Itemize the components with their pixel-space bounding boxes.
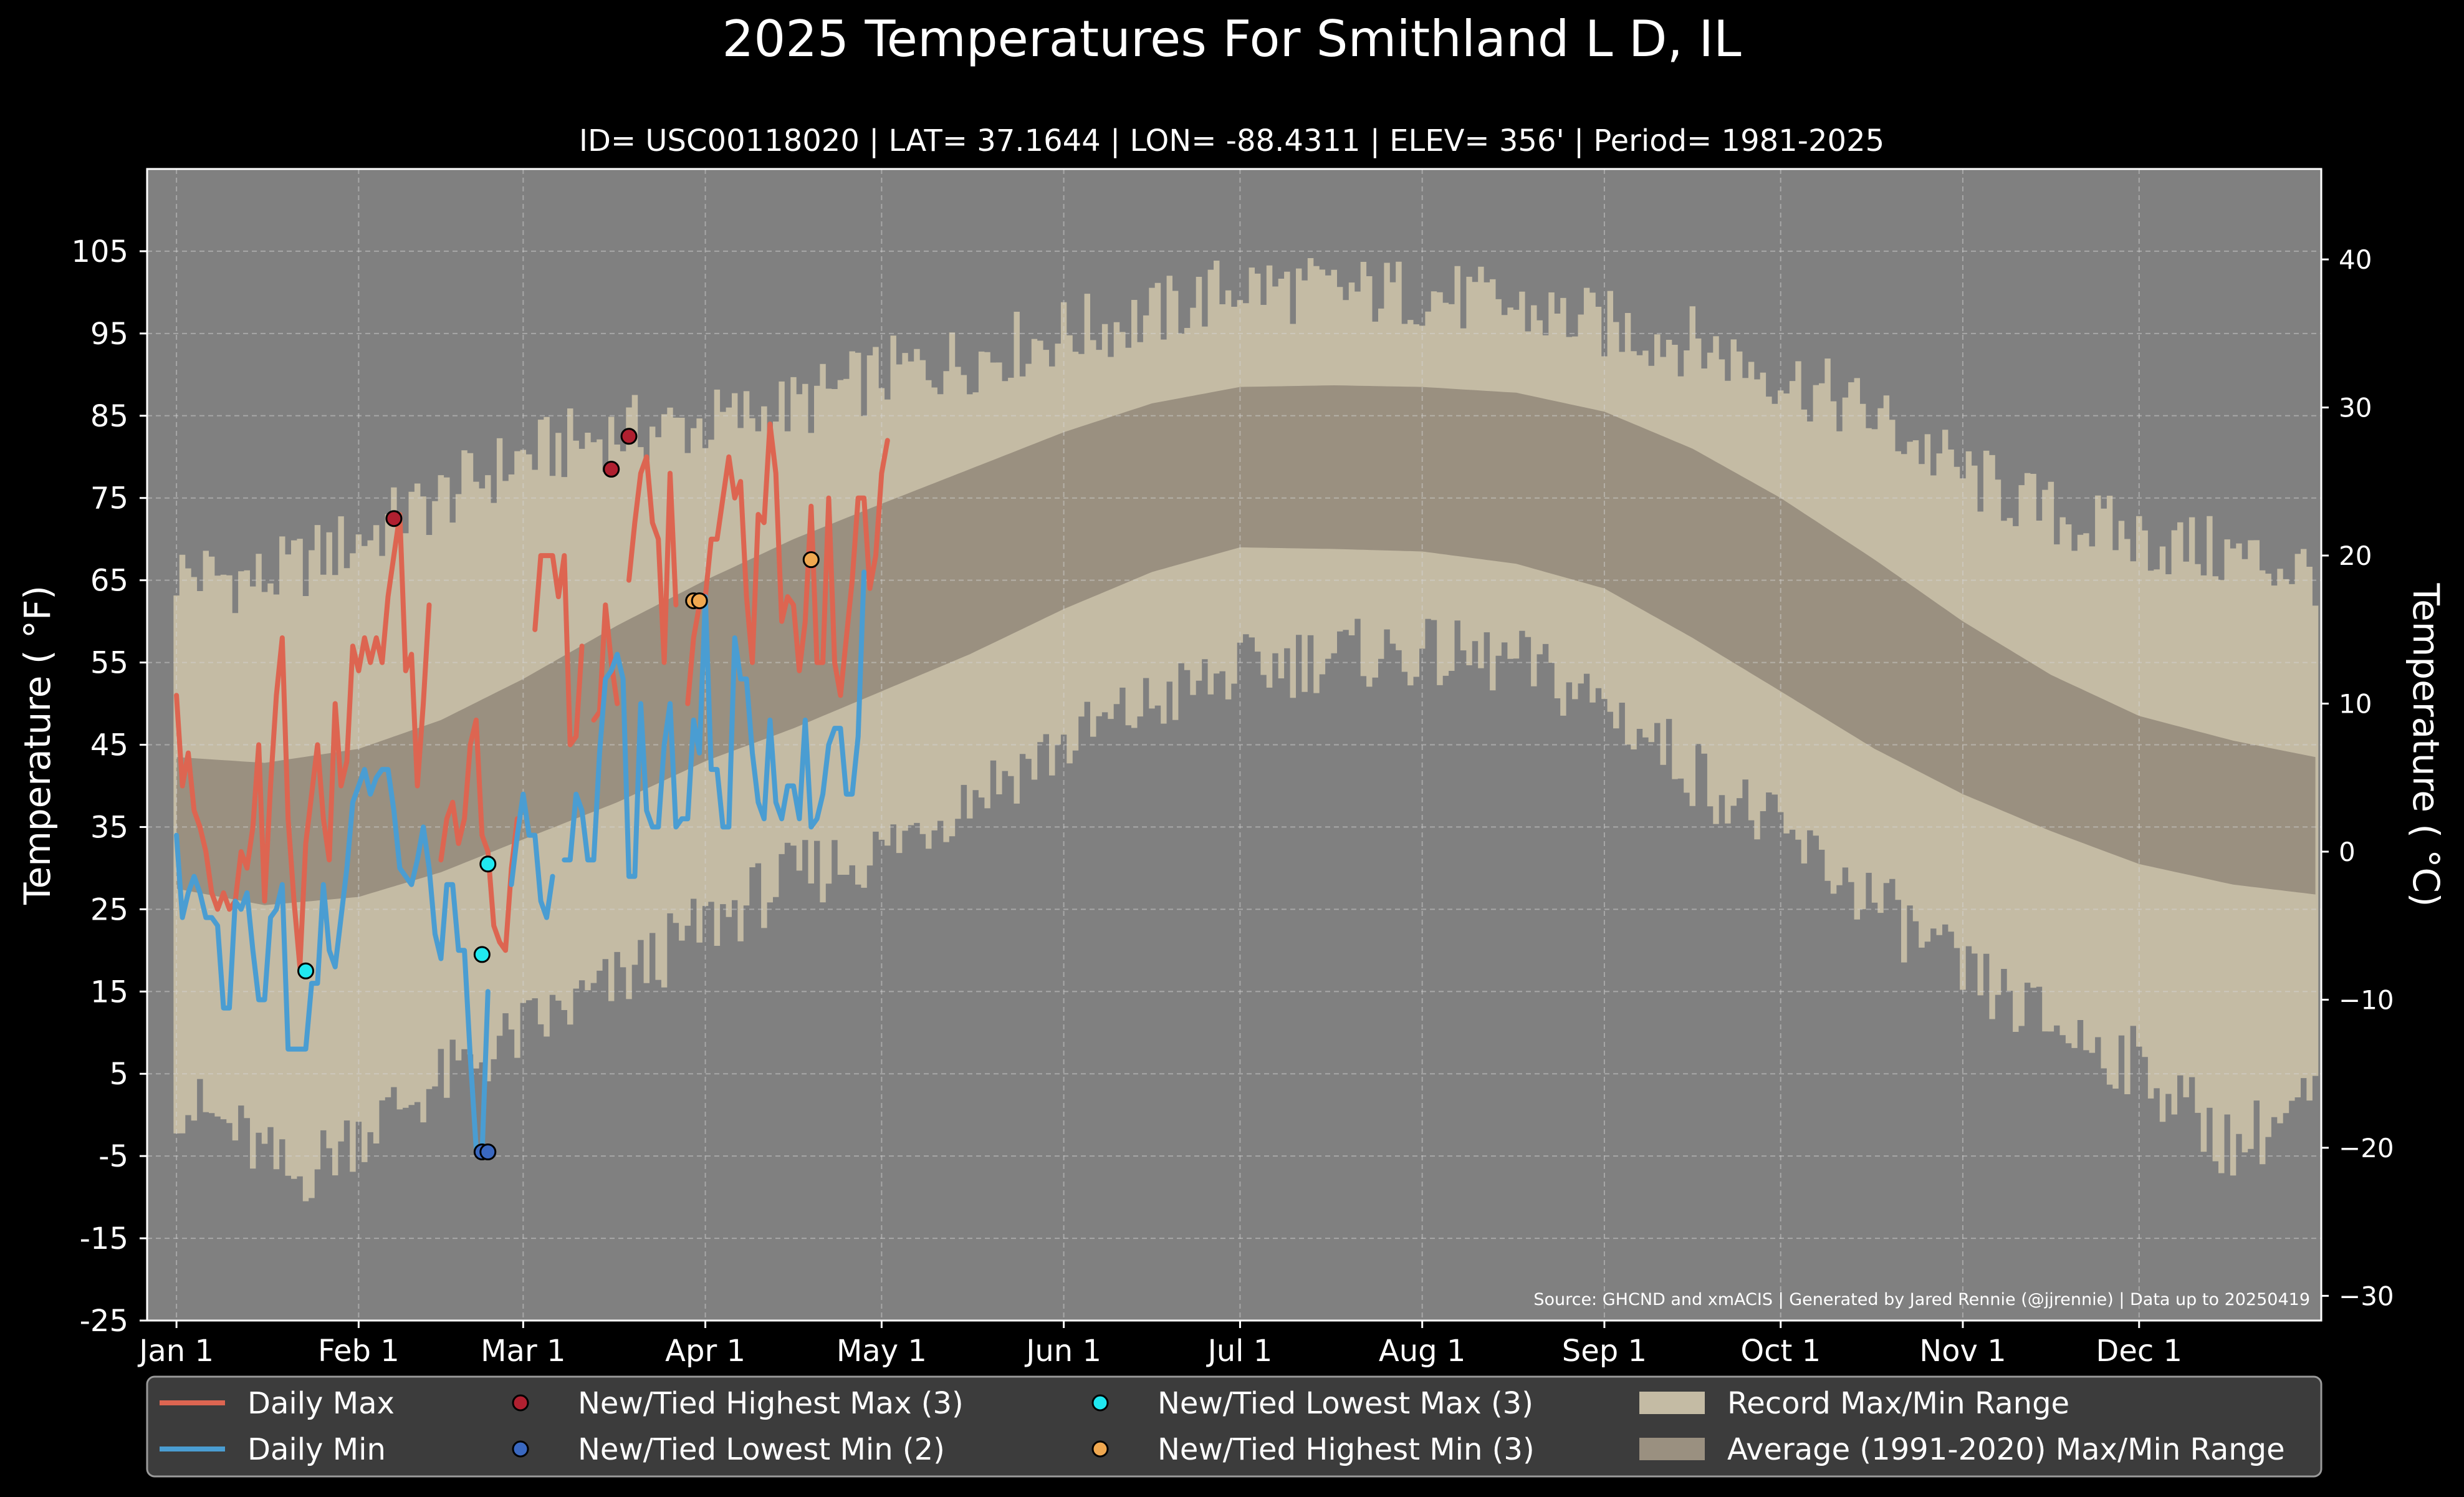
range-bands — [173, 258, 2319, 1201]
chart-subtitle: ID= USC00118020 | LAT= 37.1644 | LON= -8… — [579, 123, 1884, 158]
record-markers — [297, 428, 820, 1161]
plot-area: Source: GHCND and xmACIS | Generated by … — [146, 168, 2323, 1322]
legend-swatch — [512, 1440, 529, 1458]
y-right-tick-label: 10 — [2339, 688, 2372, 719]
y-tick-label: -5 — [98, 1139, 128, 1174]
legend-swatch — [1639, 1392, 1705, 1414]
x-tick-label: Dec 1 — [2096, 1334, 2182, 1369]
source-note: Source: GHCND and xmACIS | Generated by … — [1533, 1290, 2310, 1309]
x-tick-label: Sep 1 — [1562, 1334, 1647, 1369]
y-right-tick-label: −30 — [2339, 1281, 2394, 1311]
y-right-tick-label: 30 — [2339, 393, 2372, 423]
record-marker — [479, 1143, 497, 1161]
legend: Daily Max Daily Min New/Tied Highest Max (… — [146, 1375, 2323, 1478]
legend-items: Daily Max Daily Min New/Tied Highest Max (… — [160, 1386, 2285, 1467]
daily-max-line — [174, 421, 890, 970]
record-marker — [802, 551, 820, 569]
legend-swatch — [1091, 1440, 1109, 1458]
x-tick-label: Apr 1 — [665, 1334, 745, 1369]
x-tick-label: Jun 1 — [1024, 1334, 1101, 1369]
y-tick-label: 65 — [90, 564, 128, 599]
legend-label: Average (1991-2020) Max/Min Range — [1727, 1432, 2285, 1467]
record-marker — [473, 946, 491, 963]
legend-swatch — [512, 1394, 529, 1412]
y-tick-label: 5 — [109, 1057, 128, 1092]
right-axis-label: Temperature ( °C) — [2405, 582, 2447, 907]
left-axis-label: Temperature ( °F) — [16, 585, 59, 905]
y-right-tick-label: −20 — [2339, 1133, 2394, 1163]
x-tick-label: Aug 1 — [1379, 1334, 1466, 1369]
record-marker — [297, 962, 315, 980]
y-tick-label: 105 — [71, 234, 128, 269]
record-marker — [385, 510, 403, 527]
left-y-axis: -25 -15 -5 5 15 25 35 45 55 65 75 85 95 105 — [71, 234, 147, 1339]
average-max-min-range — [176, 385, 2316, 905]
y-tick-label: -25 — [80, 1304, 128, 1339]
y-tick-label: 55 — [90, 646, 128, 681]
x-tick-label: Oct 1 — [1740, 1334, 1821, 1369]
y-right-tick-label: −10 — [2339, 984, 2394, 1015]
y-right-tick-label: 20 — [2339, 541, 2372, 571]
y-tick-label: 25 — [90, 892, 128, 927]
legend-swatch — [1091, 1394, 1109, 1412]
record-marker — [691, 592, 708, 610]
y-tick-label: 85 — [90, 399, 128, 434]
legend-label: Record Max/Min Range — [1727, 1386, 2069, 1421]
record-marker — [479, 855, 497, 873]
x-tick-label: Feb 1 — [318, 1334, 400, 1369]
y-tick-label: 15 — [90, 975, 128, 1009]
record-marker — [620, 428, 638, 445]
legend-swatch — [1639, 1438, 1705, 1460]
series-lines — [174, 421, 890, 1159]
legend-label: New/Tied Lowest Max (3) — [1158, 1386, 1533, 1421]
y-tick-label: 95 — [90, 317, 128, 352]
x-tick-label: Nov 1 — [1919, 1334, 2006, 1369]
x-tick-label: May 1 — [837, 1334, 927, 1369]
record-max-min-range — [173, 258, 2319, 1201]
y-right-tick-label: 40 — [2339, 244, 2372, 275]
legend-box — [146, 1375, 2323, 1478]
y-tick-label: -15 — [80, 1221, 128, 1256]
y-tick-label: 45 — [90, 728, 128, 763]
x-tick-label: Jan 1 — [137, 1334, 214, 1369]
legend-label: New/Tied Highest Min (3) — [1158, 1432, 1535, 1467]
y-tick-label: 35 — [90, 810, 128, 845]
y-tick-label: 75 — [90, 481, 128, 516]
daily-min-line — [174, 569, 867, 1159]
legend-label: Daily Max — [247, 1386, 395, 1421]
y-right-tick-label: 0 — [2339, 837, 2356, 867]
legend-label: New/Tied Lowest Min (2) — [578, 1432, 945, 1467]
x-axis: Jan 1 Feb 1 Mar 1 Apr 1 May 1 Jun 1 Jul 1 Aug 1… — [137, 1321, 2182, 1369]
x-tick-label: Mar 1 — [481, 1334, 565, 1369]
chart-title: 2025 Temperatures For Smithland L D, IL — [722, 10, 1742, 68]
x-tick-label: Jul 1 — [1206, 1334, 1273, 1369]
record-marker — [603, 461, 620, 478]
legend-label: New/Tied Highest Max (3) — [578, 1386, 964, 1421]
legend-label: Daily Min — [247, 1432, 386, 1467]
right-y-axis: −30 −20 −10 0 10 20 30 40 — [2321, 244, 2394, 1311]
